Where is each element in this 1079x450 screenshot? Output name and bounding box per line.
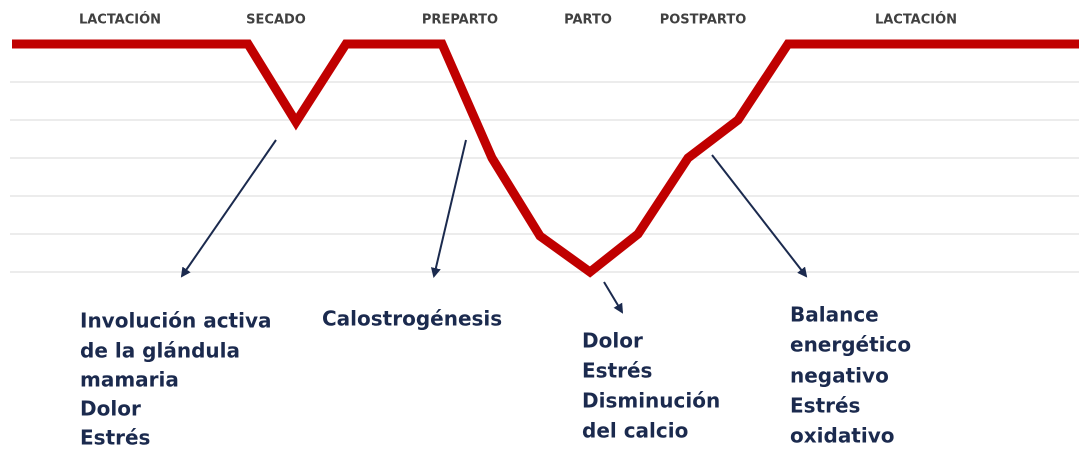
trend-line: [12, 39, 1079, 278]
phase-label: PARTO: [564, 13, 612, 28]
arrow: [603, 281, 624, 314]
annotation-line: Dolor: [582, 329, 643, 353]
annotations: Involución activa de la glándula mamaria Do…: [80, 303, 911, 450]
annotation-line: Estrés: [80, 426, 150, 450]
phase-label: LACTACIÓN: [79, 12, 161, 28]
annotation-line: Estrés: [790, 394, 860, 418]
annotation-line: negativo: [790, 364, 889, 388]
phase-label: POSTPARTO: [660, 13, 747, 28]
annotation-line: oxidativo: [790, 424, 895, 448]
annotation-line: del calcio: [582, 419, 688, 443]
annotation-line: Balance: [790, 303, 879, 327]
annotation-line: Estrés: [582, 359, 652, 383]
annotation-line: Dolor: [80, 397, 141, 421]
annotation-line: Involución activa: [80, 309, 272, 333]
arrows: [180, 139, 808, 314]
phase-labels: LACTACIÓN SECADO PREPARTO PARTO POSTPARTO LAC…: [79, 12, 957, 28]
arrow: [180, 139, 277, 278]
annotation-line: energético: [790, 333, 911, 357]
arrow: [430, 139, 467, 278]
annotation-line: mamaria: [80, 368, 179, 392]
phase-label: PREPARTO: [422, 13, 498, 28]
phase-label: LACTACIÓN: [875, 12, 957, 28]
phase-label: SECADO: [246, 13, 306, 28]
annotation-line: Calostrogénesis: [322, 307, 502, 331]
annotation-line: de la glándula: [80, 339, 240, 363]
annotation-line: Disminución: [582, 389, 720, 413]
arrow: [711, 154, 808, 278]
